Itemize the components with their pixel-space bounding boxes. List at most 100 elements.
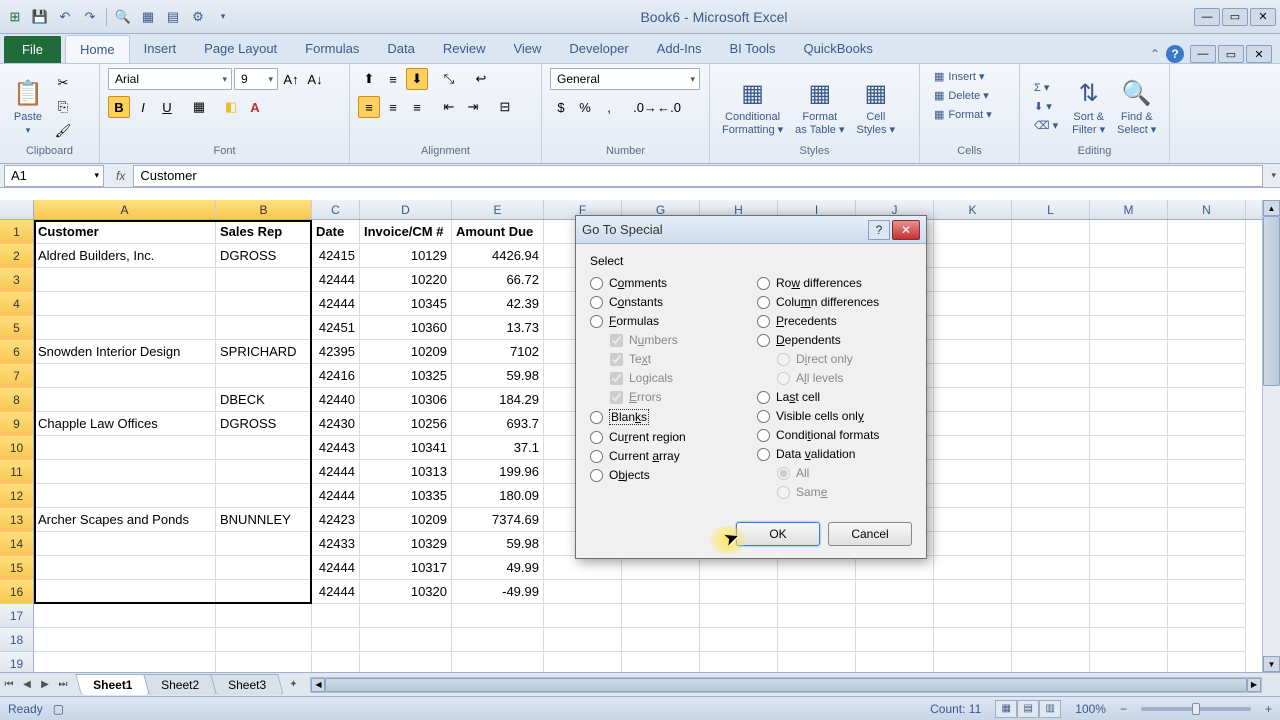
tab-formulas[interactable]: Formulas — [291, 35, 373, 63]
cell[interactable] — [1168, 364, 1246, 388]
cell[interactable] — [34, 652, 216, 672]
cell[interactable] — [34, 268, 216, 292]
formula-input[interactable]: Customer — [133, 165, 1263, 187]
cell[interactable]: 10320 — [360, 580, 452, 604]
cell[interactable] — [1090, 412, 1168, 436]
tab-quickbooks[interactable]: QuickBooks — [790, 35, 887, 63]
format-as-table-button[interactable]: ▦Format as Table ▾ — [791, 75, 848, 138]
cell[interactable] — [34, 460, 216, 484]
cell[interactable] — [934, 364, 1012, 388]
cell[interactable]: 42443 — [312, 436, 360, 460]
cell[interactable]: 42444 — [312, 268, 360, 292]
cell[interactable] — [1168, 460, 1246, 484]
cell[interactable] — [544, 628, 622, 652]
cell[interactable] — [856, 604, 934, 628]
redo-icon[interactable]: ↷ — [79, 6, 101, 28]
cell[interactable] — [34, 580, 216, 604]
region-radio[interactable] — [590, 431, 603, 444]
column-header-A[interactable]: A — [34, 200, 216, 219]
cell[interactable] — [1090, 532, 1168, 556]
cell[interactable] — [778, 556, 856, 580]
cell[interactable] — [34, 532, 216, 556]
cell[interactable] — [622, 652, 700, 672]
row-header[interactable]: 6 — [0, 340, 34, 364]
cell[interactable] — [1168, 532, 1246, 556]
horizontal-scrollbar[interactable]: ◀ ▶ — [310, 677, 1262, 693]
row-header[interactable]: 11 — [0, 460, 34, 484]
cell[interactable] — [34, 388, 216, 412]
cell[interactable] — [1012, 532, 1090, 556]
sheet-tab[interactable]: Sheet3 — [211, 674, 285, 695]
cell[interactable]: 7102 — [452, 340, 544, 364]
last-label[interactable]: Last cell — [776, 390, 820, 404]
macros-icon[interactable]: ⚙ — [187, 6, 209, 28]
last-sheet-icon[interactable]: ⏭ — [54, 676, 72, 694]
tab-add-ins[interactable]: Add-Ins — [643, 35, 716, 63]
cell[interactable] — [34, 628, 216, 652]
cell[interactable]: Aldred Builders, Inc. — [34, 244, 216, 268]
cell[interactable]: 42444 — [312, 556, 360, 580]
comments-label[interactable]: Comments — [609, 276, 667, 290]
cell[interactable] — [1168, 652, 1246, 672]
constants-label[interactable]: Constants — [609, 295, 663, 309]
cell[interactable] — [1090, 628, 1168, 652]
tab-data[interactable]: Data — [373, 35, 428, 63]
first-sheet-icon[interactable]: ⏮ — [0, 676, 18, 694]
cell[interactable] — [216, 460, 312, 484]
cell[interactable] — [216, 652, 312, 672]
cell[interactable] — [622, 604, 700, 628]
cell[interactable] — [700, 628, 778, 652]
rowdiff-label[interactable]: Row differences — [776, 276, 862, 290]
cell[interactable]: 42451 — [312, 316, 360, 340]
cell[interactable] — [1090, 508, 1168, 532]
cell[interactable] — [934, 604, 1012, 628]
cell[interactable]: 42415 — [312, 244, 360, 268]
name-box[interactable]: A1 — [4, 165, 104, 187]
workbook-close-button[interactable]: ✕ — [1246, 45, 1272, 63]
cell[interactable] — [1012, 484, 1090, 508]
cell[interactable] — [1012, 604, 1090, 628]
cell[interactable] — [216, 532, 312, 556]
cell[interactable] — [778, 628, 856, 652]
cell[interactable]: 42430 — [312, 412, 360, 436]
sheet-tab[interactable]: Sheet1 — [75, 674, 150, 695]
cell[interactable] — [1090, 436, 1168, 460]
row-header[interactable]: 9 — [0, 412, 34, 436]
cell[interactable]: 13.73 — [452, 316, 544, 340]
cell[interactable] — [1168, 292, 1246, 316]
tab-bi-tools[interactable]: BI Tools — [715, 35, 789, 63]
cell[interactable] — [216, 556, 312, 580]
cell[interactable]: 49.99 — [452, 556, 544, 580]
undo-icon[interactable]: ↶ — [54, 6, 76, 28]
cell[interactable] — [1012, 580, 1090, 604]
cell[interactable] — [216, 292, 312, 316]
minimize-button[interactable]: — — [1194, 8, 1220, 26]
cell[interactable] — [1168, 388, 1246, 412]
page-break-view-icon[interactable]: ▥ — [1039, 700, 1061, 718]
cell[interactable]: Date — [312, 220, 360, 244]
cell[interactable] — [1012, 364, 1090, 388]
row-header[interactable]: 17 — [0, 604, 34, 628]
font-color-icon[interactable]: A — [244, 96, 266, 118]
sheet-tab[interactable]: Sheet2 — [144, 674, 218, 695]
row-header[interactable]: 10 — [0, 436, 34, 460]
cell[interactable] — [1090, 292, 1168, 316]
row-header[interactable]: 16 — [0, 580, 34, 604]
maximize-button[interactable]: ▭ — [1222, 8, 1248, 26]
row-header[interactable]: 2 — [0, 244, 34, 268]
align-top-icon[interactable]: ⬆ — [358, 68, 380, 90]
cell[interactable] — [934, 652, 1012, 672]
cell[interactable] — [856, 556, 934, 580]
formulas-radio[interactable] — [590, 315, 603, 328]
cell[interactable] — [1012, 292, 1090, 316]
dep-label[interactable]: Dependents — [776, 333, 841, 347]
cell[interactable] — [622, 628, 700, 652]
accounting-icon[interactable]: $ — [550, 96, 572, 118]
cell[interactable]: 10360 — [360, 316, 452, 340]
cell[interactable] — [778, 604, 856, 628]
tab-developer[interactable]: Developer — [555, 35, 642, 63]
cell[interactable] — [1012, 628, 1090, 652]
cell[interactable] — [452, 628, 544, 652]
align-middle-icon[interactable]: ≡ — [382, 68, 404, 90]
cell[interactable]: 7374.69 — [452, 508, 544, 532]
